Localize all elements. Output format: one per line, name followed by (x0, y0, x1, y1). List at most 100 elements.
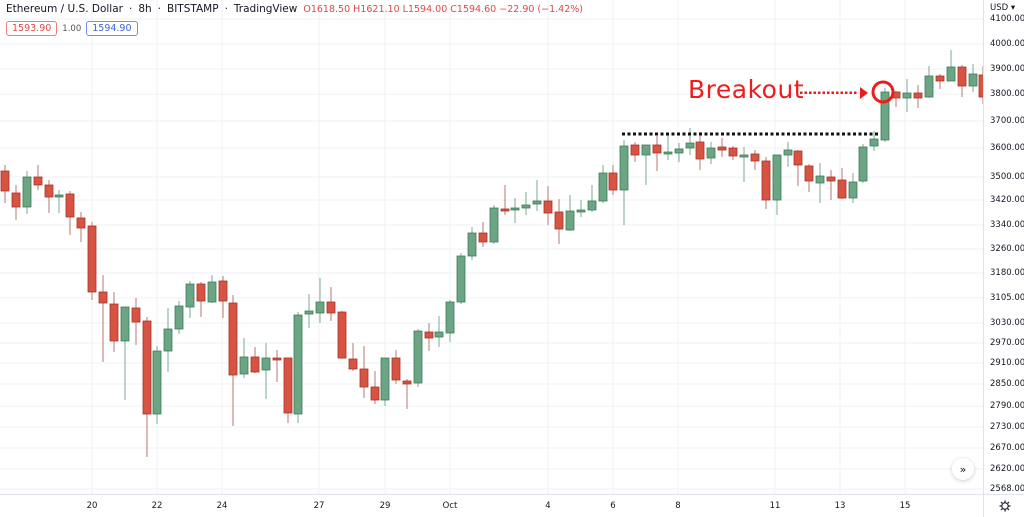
price-label: 2670.00 (990, 443, 1024, 453)
candle-body (120, 306, 130, 342)
candle-body (826, 176, 836, 182)
price-label: 2850.00 (990, 379, 1024, 389)
candle-body (946, 66, 956, 82)
price-label: 3340.00 (990, 220, 1024, 230)
candle-body (0, 170, 10, 192)
price-label: 2568.00 (990, 484, 1024, 494)
candle-body (663, 151, 673, 155)
arrow-dot (813, 91, 816, 94)
candle-body (739, 154, 749, 158)
candle-body (33, 176, 43, 186)
resistance-dot (682, 132, 686, 136)
candle-body (935, 75, 945, 82)
symbol-name[interactable]: Ethereum / U.S. Dollar (6, 3, 123, 15)
low-value: 1594.00 (407, 3, 448, 15)
price-label: 4000.00 (990, 39, 1024, 49)
candle-body (521, 204, 531, 209)
resistance-dot (699, 132, 702, 136)
double-chevron-right-icon: » (959, 462, 967, 476)
open-label: O (303, 3, 311, 15)
candle-body (804, 165, 814, 182)
candle-body (337, 311, 347, 359)
candle-body (858, 146, 868, 182)
gear-icon[interactable] (984, 495, 1024, 517)
resistance-dot (677, 132, 680, 136)
buy-button[interactable]: 1594.90 (86, 21, 138, 36)
resistance-dot (622, 132, 625, 136)
scroll-to-realtime-button[interactable]: » (952, 458, 974, 480)
separator: · (224, 3, 228, 15)
price-label: 2910.00 (990, 358, 1024, 368)
candle-body (532, 200, 542, 205)
candle-body (370, 386, 380, 401)
resistance-dot (743, 132, 746, 136)
arrow-dot (831, 91, 834, 94)
candle-body (424, 331, 434, 339)
interval[interactable]: 8h (138, 3, 152, 15)
candle-body (272, 357, 282, 361)
price-label: 3500.00 (990, 172, 1024, 182)
candle-body (174, 305, 184, 330)
price-axis[interactable]: USD ▾ 4100.00 4000.00 3900.00 3800.00 3700.0… (983, 0, 1024, 494)
resistance-dot (776, 132, 779, 136)
candle-body (576, 209, 586, 213)
candle-body (152, 350, 162, 415)
arrow-dot (818, 91, 821, 94)
price-label: 4100.00 (990, 14, 1024, 24)
candle-body (163, 328, 173, 352)
spread-value: 1.00 (62, 23, 82, 34)
resistance-dot (633, 132, 636, 136)
candle-body (456, 255, 466, 303)
time-label: 29 (379, 501, 391, 511)
time-axis[interactable]: 20 22 24 27 29 Oct 4 6 8 11 13 15 (0, 494, 983, 517)
resistance-dot (858, 132, 862, 136)
candle-body (652, 144, 662, 154)
candle-body (98, 291, 108, 304)
resistance-dot (787, 132, 790, 136)
separator: · (157, 3, 161, 15)
candle-body (402, 380, 412, 385)
candle-body (869, 138, 879, 147)
price-label: 3420.00 (990, 195, 1024, 205)
arrow-dot (822, 91, 825, 94)
arrow-dot (827, 91, 830, 94)
resistance-dot (649, 132, 653, 136)
candle-body (304, 310, 314, 315)
candle-body (543, 200, 553, 214)
time-label: 24 (216, 501, 228, 511)
resistance-dot (660, 132, 664, 136)
resistance-dot (842, 132, 845, 136)
price-label: 2790.00 (990, 401, 1024, 411)
breakout-circle (871, 80, 895, 104)
candle-body (326, 301, 336, 314)
candle-body (587, 200, 597, 211)
time-label: 15 (899, 501, 911, 511)
low-label: L (402, 3, 408, 15)
candle-body (228, 302, 238, 376)
symbol-legend[interactable]: Ethereum / U.S. Dollar · 8h · BITSTAMP ·… (6, 3, 583, 15)
candle-body (413, 330, 423, 384)
candlestick-chart[interactable] (0, 0, 983, 494)
resistance-dot (693, 132, 697, 136)
currency-selector[interactable]: USD ▾ (990, 3, 1016, 13)
candle-body (391, 357, 401, 381)
chart-area[interactable]: Ethereum / U.S. Dollar · 8h · BITSTAMP ·… (0, 0, 983, 494)
resistance-dot (864, 132, 867, 136)
sell-button[interactable]: 1593.90 (6, 21, 58, 36)
price-label: 3600.00 (990, 143, 1024, 153)
resistance-dot (836, 132, 840, 136)
candle-body (706, 147, 716, 159)
arrow-dot (840, 91, 843, 94)
time-label: 20 (86, 501, 98, 511)
resistance-dot (721, 132, 724, 136)
time-label: 22 (151, 501, 163, 511)
price-label: 2730.00 (990, 422, 1024, 432)
candle-body (196, 283, 206, 302)
data-source: TradingView (233, 3, 298, 15)
candle-body (815, 175, 825, 184)
close-value: 1594.60 (456, 3, 497, 15)
axis-settings[interactable] (983, 494, 1024, 517)
candle-body (619, 145, 629, 191)
resistance-dot (655, 132, 658, 136)
arrow-dot (804, 91, 807, 94)
